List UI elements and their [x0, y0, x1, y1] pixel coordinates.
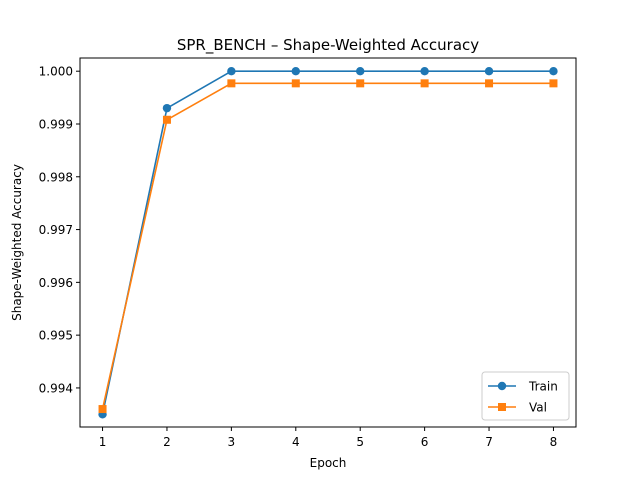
y-tick-label: 0.999	[39, 117, 73, 131]
data-point-val	[356, 79, 365, 88]
data-point-val	[291, 79, 300, 88]
x-tick-label: 1	[99, 435, 107, 449]
data-point-train	[420, 66, 429, 76]
data-point-train	[291, 66, 300, 76]
data-point-val	[162, 115, 171, 124]
data-point-val	[98, 405, 107, 414]
data-point-train	[162, 103, 172, 113]
axes-frame	[79, 57, 577, 428]
legend-swatch-marker	[498, 403, 506, 411]
data-point-val	[227, 79, 236, 88]
y-tick-label: 0.998	[39, 170, 73, 184]
series-train	[98, 66, 558, 419]
y-tick-label: 0.994	[39, 381, 73, 395]
x-tick-label: 8	[550, 435, 558, 449]
x-tick-label: 6	[421, 435, 429, 449]
x-axis: 1 2 3 4 5 6 7 8	[99, 427, 558, 449]
legend-item-val: Val	[488, 401, 547, 415]
legend: Train Val	[481, 371, 570, 421]
data-point-train	[549, 66, 558, 76]
chart-title: SPR_BENCH – Shape-Weighted Accuracy	[177, 36, 479, 55]
legend-label: Train	[528, 380, 558, 394]
y-tick-label: 0.996	[39, 276, 73, 290]
plot-area	[98, 66, 558, 419]
data-point-val	[420, 79, 429, 88]
y-axis: 0.994 0.995 0.996 0.997 0.998 0.999 1.000	[39, 65, 80, 395]
data-point-train	[356, 66, 365, 76]
series-val	[98, 79, 558, 414]
x-tick-label: 4	[292, 435, 300, 449]
data-point-train	[484, 66, 494, 76]
y-tick-label: 1.000	[39, 65, 73, 79]
legend-swatch-marker	[497, 381, 507, 391]
y-tick-label: 0.997	[39, 223, 73, 237]
x-axis-label: Epoch	[310, 456, 347, 470]
series-line-train	[101, 70, 554, 415]
legend-label: Val	[529, 401, 547, 415]
series-line-val	[101, 82, 554, 410]
data-point-train	[227, 66, 236, 76]
legend-item-train: Train	[488, 380, 558, 394]
y-axis-label: Shape-Weighted Accuracy	[10, 164, 24, 321]
data-point-val	[549, 79, 558, 88]
x-tick-label: 3	[228, 435, 236, 449]
x-tick-label: 7	[485, 435, 493, 449]
x-tick-label: 2	[163, 435, 171, 449]
y-tick-label: 0.995	[39, 329, 73, 343]
x-tick-label: 5	[356, 435, 364, 449]
data-point-val	[485, 79, 494, 88]
